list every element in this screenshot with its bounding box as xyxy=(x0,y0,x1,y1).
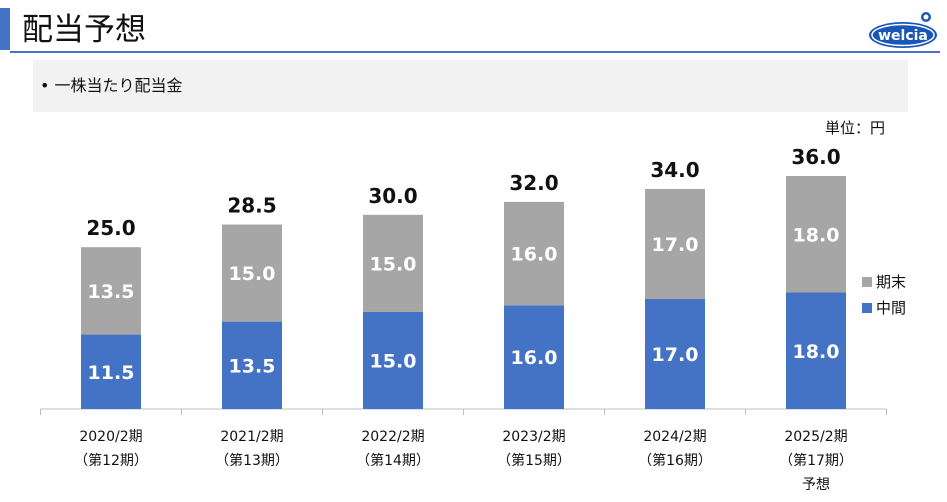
svg-text:welcia: welcia xyxy=(878,28,928,44)
bar-interim xyxy=(222,321,282,409)
data-label-interim: 18.0 xyxy=(793,341,840,363)
x-tick-sublabel: （第15期） xyxy=(497,452,571,469)
legend-interim-swatch xyxy=(862,303,872,313)
bar-year-end xyxy=(363,214,423,312)
legend-interim-label: 中間 xyxy=(876,299,907,317)
x-tick-sublabel: （第14期） xyxy=(356,452,430,469)
x-tick-label: 2020/2期 xyxy=(79,429,142,445)
title-underline xyxy=(10,51,940,53)
data-label-total: 32.0 xyxy=(509,171,558,195)
data-label-total: 25.0 xyxy=(86,216,135,240)
x-tick-sublabel: （第13期） xyxy=(215,452,289,469)
x-tick-sublabel: （第12期） xyxy=(74,452,148,469)
unit-label: 単位：円 xyxy=(824,119,885,137)
data-label-total: 36.0 xyxy=(791,145,840,169)
page-title: 配当予想 xyxy=(22,12,146,48)
bar-interim xyxy=(504,305,564,409)
data-label-year-end: 18.0 xyxy=(793,224,840,246)
bar-year-end xyxy=(645,188,705,299)
bar-year-end xyxy=(81,247,141,335)
bar-year-end xyxy=(222,224,282,322)
x-tick-label: 2024/2期 xyxy=(643,429,706,445)
legend-year-end-swatch xyxy=(862,277,872,287)
subtitle: • 一株当たり配当金 xyxy=(40,76,183,95)
bar-year-end xyxy=(504,201,564,306)
data-label-interim: 13.5 xyxy=(229,355,276,377)
data-label-total: 34.0 xyxy=(650,158,699,182)
bar-interim xyxy=(81,334,141,409)
data-label-year-end: 15.0 xyxy=(229,263,276,285)
x-tick-note: 予想 xyxy=(802,477,830,493)
legend-year-end: 期末 xyxy=(862,272,906,292)
x-tick-sublabel: （第16期） xyxy=(638,452,712,469)
legend-interim: 中間 xyxy=(862,298,906,318)
bar-interim xyxy=(786,292,846,409)
x-tick-label: 2022/2期 xyxy=(361,429,424,445)
legend-year-end-label: 期末 xyxy=(876,273,907,291)
data-label-interim: 17.0 xyxy=(652,344,699,366)
welcia-logo: welcia xyxy=(869,12,937,48)
data-label-year-end: 17.0 xyxy=(652,234,699,256)
title-accent-bar xyxy=(0,8,10,50)
bar-interim xyxy=(645,298,705,409)
data-label-year-end: 13.5 xyxy=(88,281,135,303)
data-label-year-end: 16.0 xyxy=(511,244,558,266)
x-tick-label: 2023/2期 xyxy=(502,429,565,445)
data-label-year-end: 15.0 xyxy=(370,253,417,275)
x-tick-label: 2025/2期 xyxy=(784,429,847,445)
data-label-total: 28.5 xyxy=(227,194,276,218)
data-label-total: 30.0 xyxy=(368,184,417,208)
bar-interim xyxy=(363,311,423,409)
bar-year-end xyxy=(786,176,846,293)
data-label-interim: 15.0 xyxy=(370,350,417,372)
data-label-interim: 11.5 xyxy=(88,362,135,384)
data-label-interim: 16.0 xyxy=(511,347,558,369)
x-tick-label: 2021/2期 xyxy=(220,429,283,445)
x-tick-sublabel: （第17期） xyxy=(779,452,853,469)
subtitle-box xyxy=(33,60,908,112)
